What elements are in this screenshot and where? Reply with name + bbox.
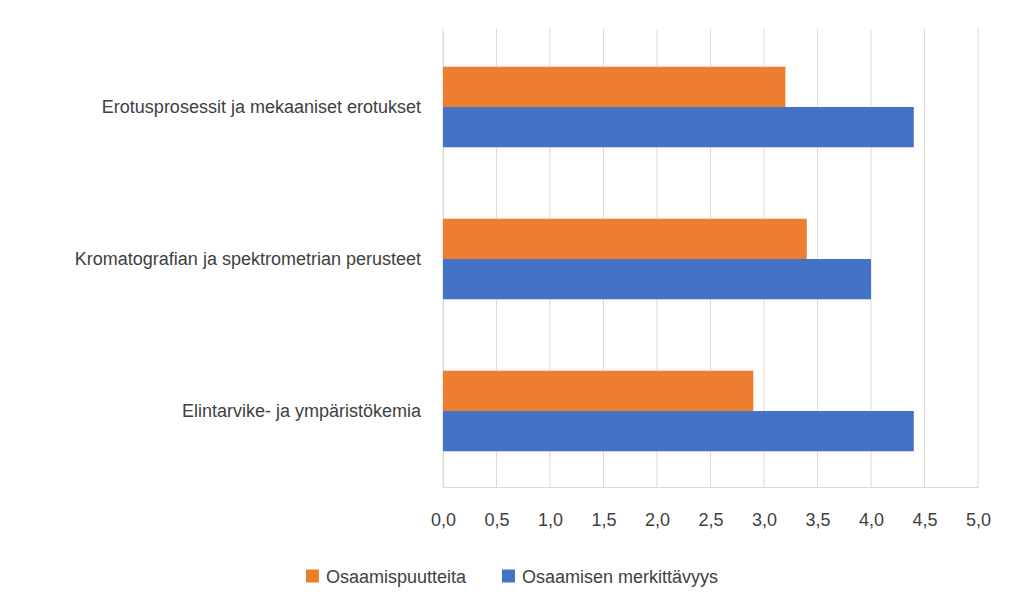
tick: Erotusprosessit ja mekaaniset erotukset	[102, 97, 443, 117]
x-axis: 0,0 0,5 1,0 1,5 2,0 2,5 3,0 3,5 4,0 4,5 5,0	[431, 487, 991, 530]
tick: 2,5	[698, 487, 723, 530]
legend-item: Osaamispuutteita	[306, 567, 467, 587]
legend-label: Osaamisen merkittävyys	[522, 567, 718, 587]
series	[443, 107, 914, 451]
tick: 1,5	[591, 487, 616, 530]
tick: 3,0	[752, 487, 777, 530]
tick-label: 0,0	[431, 510, 456, 530]
tick-label: 1,0	[538, 510, 563, 530]
grid	[443, 29, 978, 487]
tick: 0,5	[484, 487, 509, 530]
y-axis: Erotusprosessit ja mekaaniset erotukset K…	[75, 32, 444, 488]
tick-label: 5,0	[966, 510, 991, 530]
tick-label: 2,0	[645, 510, 670, 530]
bar	[443, 371, 753, 411]
legend-label: Osaamispuutteita	[326, 567, 467, 587]
category-label: Kromatografian ja spektrometrian peruste…	[75, 249, 421, 269]
grid-line	[924, 29, 925, 487]
legend-swatch	[306, 570, 319, 583]
tick: Elintarvike- ja ympäristökemia	[182, 401, 443, 421]
tick: 0,0	[431, 487, 456, 530]
tick-label: 3,5	[805, 510, 830, 530]
tick-label: 1,5	[591, 510, 616, 530]
tick: 4,5	[912, 487, 937, 530]
category-label: Elintarvike- ja ympäristökemia	[182, 401, 422, 421]
tick: Kromatografian ja spektrometrian peruste…	[75, 249, 443, 269]
chart: 0,0 0,5 1,0 1,5 2,0 2,5 3,0 3,5 4,0 4,5 5,0 Erotusp…	[0, 0, 1024, 614]
bar	[443, 411, 914, 451]
bar	[443, 67, 785, 107]
legend: Osaamispuutteita Osaamisen merkittävyys	[306, 567, 718, 587]
tick-label: 4,5	[912, 510, 937, 530]
grid-line	[978, 29, 979, 487]
tick: 2,0	[645, 487, 670, 530]
tick: 5,0	[966, 487, 991, 530]
tick-label: 3,0	[752, 510, 777, 530]
tick: 3,5	[805, 487, 830, 530]
tick-label: 2,5	[698, 510, 723, 530]
bar	[443, 107, 914, 147]
bar	[443, 219, 807, 259]
bar	[443, 259, 871, 299]
bars	[443, 67, 914, 452]
axis-line	[444, 487, 979, 488]
legend-swatch	[502, 570, 515, 583]
tick-label: 0,5	[484, 510, 509, 530]
tick-label: 4,0	[859, 510, 884, 530]
tick: 1,0	[538, 487, 563, 530]
category-label: Erotusprosessit ja mekaaniset erotukset	[102, 97, 421, 117]
legend-item: Osaamisen merkittävyys	[502, 567, 718, 587]
tick: 4,0	[859, 487, 884, 530]
